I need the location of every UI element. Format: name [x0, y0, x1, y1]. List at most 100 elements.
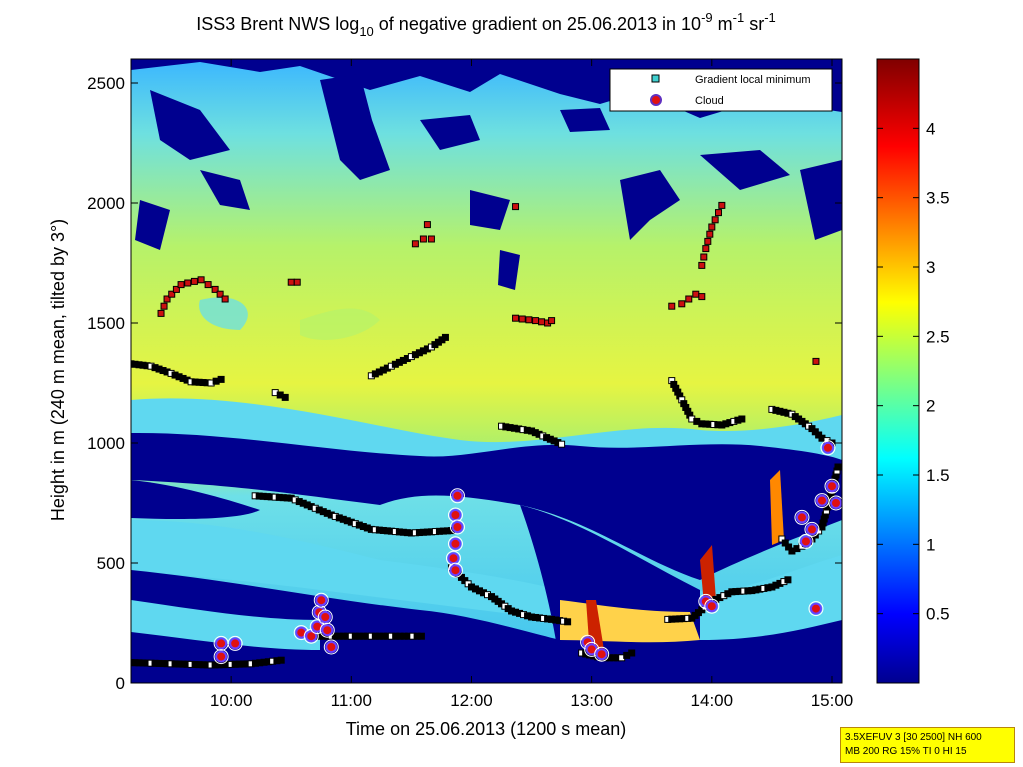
y-tick-label: 2500	[87, 74, 125, 93]
y-tick-label: 500	[97, 554, 125, 573]
plot-frame	[130, 58, 843, 684]
y-axis-label: Height in m (240 m mean, tilted by 3°)	[48, 219, 68, 521]
cloud-marker	[795, 511, 808, 524]
gradient-min-marker	[784, 576, 792, 584]
cloud-marker-halo	[704, 598, 720, 614]
upper-marker	[708, 223, 716, 231]
upper-marker	[532, 317, 540, 325]
cloud-marker	[447, 552, 460, 565]
y-tick-label: 2000	[87, 194, 125, 213]
cloud-marker	[825, 480, 838, 493]
upper-marker	[216, 290, 224, 298]
chart-title: ISS3 Brent NWS log10 of negative gradien…	[196, 10, 776, 39]
cloud-marker	[451, 521, 464, 533]
upper-marker	[221, 295, 229, 303]
upper-marker	[518, 315, 526, 323]
x-tick-label: 14:00	[691, 691, 734, 710]
gradient-min-marker	[217, 375, 225, 383]
cloud-marker-halo	[594, 646, 610, 662]
cloud-marker-halo	[323, 639, 339, 655]
cloud-marker	[705, 600, 718, 613]
colorbar-tick-label: 3.5	[926, 189, 950, 208]
x-axis-label: Time on 25.06.2013 (1200 s mean)	[346, 719, 627, 739]
upper-marker	[160, 302, 168, 310]
cloud-marker	[799, 535, 812, 548]
cloud-marker-halo	[808, 601, 824, 617]
upper-marker	[668, 302, 676, 310]
upper-marker	[692, 290, 700, 298]
x-tick-label: 15:00	[811, 691, 854, 710]
info-line-1: 3.5XEFUV 3 [30 2500] NH 600	[845, 732, 982, 743]
upper-marker	[157, 309, 165, 317]
x-tick-label: 12:00	[450, 691, 493, 710]
cloud-marker	[595, 648, 608, 661]
cloud-marker	[829, 497, 842, 509]
cloud-marker-halo	[828, 495, 842, 511]
upper-marker	[163, 295, 171, 303]
colorbar-tick-label: 2.5	[926, 327, 950, 346]
x-tick-label: 11:00	[331, 691, 372, 710]
cloud-marker-halo	[804, 521, 820, 537]
upper-marker	[287, 278, 295, 286]
x-tick-label: 10:00	[210, 691, 253, 710]
y-tick-label: 0	[116, 674, 125, 693]
legend-circle-marker	[650, 94, 662, 106]
x-axis-ticks: 10:00 11:00 12:00 13:00 14:00 15:00	[210, 59, 853, 710]
cloud-marker	[325, 641, 338, 653]
upper-marker	[204, 281, 212, 289]
upper-marker	[718, 201, 726, 209]
upper-marker	[700, 253, 708, 261]
upper-marker	[714, 209, 722, 217]
y-axis-ticks: 0 500 1000 1500 2000 2500	[87, 74, 842, 693]
upper-marker	[512, 203, 520, 211]
heatmap	[131, 59, 842, 683]
legend-square-marker	[651, 74, 660, 83]
upper-marker	[704, 237, 712, 245]
upper-marker	[812, 357, 820, 365]
gradient-min-marker	[441, 333, 449, 341]
info-box: 3.5XEFUV 3 [30 2500] NH 600 MB 200 RG 15…	[840, 727, 1015, 763]
cloud-marker-halo	[213, 649, 229, 665]
cloud-marker	[815, 494, 828, 507]
upper-marker	[548, 317, 556, 325]
cloud-marker-halo	[313, 592, 329, 608]
cloud-marker-halo	[820, 440, 836, 456]
cloud-marker	[449, 564, 462, 577]
legend: Gradient local minimum Cloud	[609, 68, 833, 112]
cloud-marker	[229, 637, 242, 650]
colorbar-tick-label: 1.5	[926, 466, 950, 485]
cloud-marker	[305, 630, 318, 643]
cloud-marker-halo	[227, 635, 243, 651]
upper-marker	[293, 278, 301, 286]
cloud-marker	[311, 620, 324, 633]
x-tick-label: 13:00	[570, 691, 613, 710]
cloud-marker	[215, 650, 228, 663]
upper-marker	[172, 285, 180, 293]
colorbar-tick-label: 1	[926, 535, 935, 554]
upper-marker	[427, 235, 435, 243]
colorbar-ticks: 0.5 1 1.5 2 2.5 3 3.5 4	[877, 119, 950, 624]
gradient-min-marker	[564, 618, 572, 626]
upper-marker	[678, 300, 686, 308]
colorbar-tick-label: 4	[926, 119, 935, 138]
y-tick-label: 1500	[87, 314, 125, 333]
upper-marker	[702, 245, 710, 253]
cloud-marker-halo	[449, 519, 465, 535]
upper-marker	[168, 290, 176, 298]
colorbar-tick-label: 0.5	[926, 605, 950, 624]
cloud-marker	[449, 509, 462, 521]
gradient-min-marker	[277, 656, 285, 664]
cloud-marker-halo	[798, 533, 814, 549]
upper-marker	[419, 235, 427, 243]
legend-label-cloud: Cloud	[695, 95, 724, 107]
gradient-min-marker	[738, 415, 746, 423]
cloud-marker	[319, 611, 332, 623]
upper-marker	[711, 216, 719, 224]
cloud-marker-halo	[794, 509, 810, 525]
cloud-marker	[215, 637, 228, 650]
markers-layer	[131, 201, 842, 669]
cloud-marker-halo	[447, 536, 463, 552]
cloud-marker-halo	[824, 478, 840, 494]
upper-marker	[411, 240, 419, 248]
